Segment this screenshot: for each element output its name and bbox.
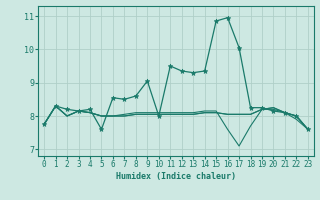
X-axis label: Humidex (Indice chaleur): Humidex (Indice chaleur) (116, 172, 236, 181)
